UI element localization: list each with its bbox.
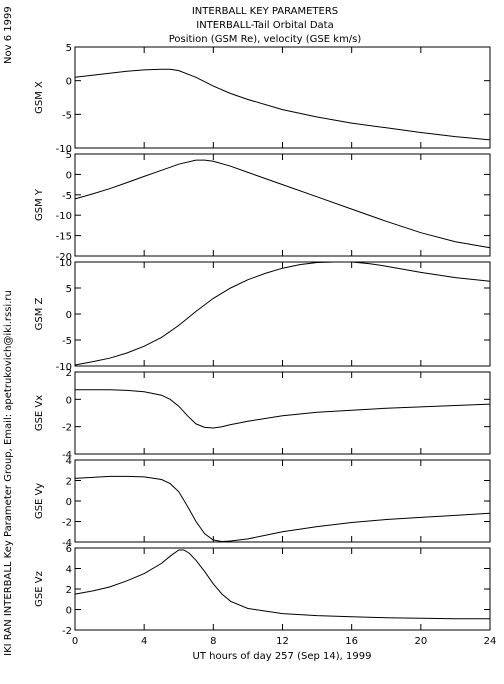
panel-frame xyxy=(74,261,491,367)
y-tick-label: 0 xyxy=(66,606,72,617)
y-tick-label: -5 xyxy=(62,110,72,121)
y-tick-label: 6 xyxy=(66,544,72,555)
y-tick-label: 0 xyxy=(66,497,72,508)
panel-2: 10 5 0 -5 -10 GSM Z xyxy=(34,258,491,373)
y-tick-label: 2 xyxy=(66,585,72,596)
y-tick-label: 10 xyxy=(59,258,72,269)
series-line xyxy=(74,549,490,620)
x-axis-label: UT hours of day 257 (Sep 14), 1999 xyxy=(193,651,372,662)
y-tick-label: -15 xyxy=(56,232,72,243)
series-line xyxy=(74,475,491,543)
y-axis-label: GSE Vx xyxy=(34,395,45,431)
x-tick-label: 16 xyxy=(345,636,358,647)
y-tick-label: 4 xyxy=(66,565,72,576)
panel-frame xyxy=(74,547,491,631)
x-tick-label: 24 xyxy=(484,636,497,647)
x-axis: 0 4 8 12 16 20 24 xyxy=(72,636,497,647)
y-tick-label: 5 xyxy=(66,43,72,54)
panel-0: 5 0 -5 -10 GSM X xyxy=(34,43,491,155)
panel-1: 5 0 -5 -10 -15 -20 GSM Y xyxy=(34,150,491,263)
y-tick-label: 0 xyxy=(66,395,72,406)
side-credit: IKI RAN INTERBALL Key Parameter Group, E… xyxy=(3,290,14,656)
x-tick-label: 0 xyxy=(72,636,78,647)
title-line-3: Position (GSM Re), velocity (GSE km/s) xyxy=(169,34,362,45)
panel-4: 4 2 0 -2 -4 GSE Vy xyxy=(34,456,491,549)
panel-frame xyxy=(74,153,491,257)
y-tick-label: -2 xyxy=(62,626,72,637)
y-tick-label: -10 xyxy=(56,211,72,222)
y-axis-label: GSM Z xyxy=(34,297,45,330)
y-tick-label: -10 xyxy=(56,362,72,373)
title-line-2: INTERBALL-Tail Orbital Data xyxy=(196,20,333,31)
y-tick-label: -2 xyxy=(62,423,72,434)
y-axis-label: GSM X xyxy=(34,81,45,114)
y-tick-label: 0 xyxy=(66,77,72,88)
panel-frame xyxy=(74,371,491,455)
y-tick-label: 2 xyxy=(66,477,72,488)
y-tick-label: 5 xyxy=(66,150,72,161)
title-line-1: INTERBALL KEY PARAMETERS xyxy=(192,6,338,17)
panel-5: 6 4 2 0 -2 GSE Vz xyxy=(34,544,491,637)
y-tick-label: 0 xyxy=(66,310,72,321)
y-tick-label: 4 xyxy=(66,456,72,467)
series-line xyxy=(74,159,491,249)
x-tick-label: 4 xyxy=(141,636,147,647)
series-line xyxy=(74,261,491,366)
series-line xyxy=(74,68,491,141)
series-line xyxy=(75,389,491,429)
y-axis-label: GSE Vy xyxy=(34,483,45,519)
y-tick-label: -10 xyxy=(56,144,72,155)
y-tick-label: 5 xyxy=(66,284,72,295)
y-axis-label: GSM Y xyxy=(34,188,45,221)
y-tick-label: -20 xyxy=(56,252,72,263)
y-tick-label: -5 xyxy=(62,336,72,347)
y-tick-label: 2 xyxy=(66,368,72,379)
y-tick-label: -2 xyxy=(62,518,72,529)
x-tick-label: 8 xyxy=(210,636,216,647)
y-tick-label: 0 xyxy=(66,170,72,181)
side-date: Nov 6 1999 xyxy=(3,6,14,64)
y-tick-label: -4 xyxy=(62,538,72,549)
panel-frame xyxy=(74,459,491,543)
x-tick-label: 20 xyxy=(414,636,427,647)
y-axis-label: GSE Vz xyxy=(34,571,45,607)
y-tick-label: -5 xyxy=(62,191,72,202)
x-tick-label: 12 xyxy=(276,636,289,647)
panel-3: 2 0 -2 -4 GSE Vx xyxy=(34,368,491,461)
y-tick-label: -4 xyxy=(62,450,72,461)
